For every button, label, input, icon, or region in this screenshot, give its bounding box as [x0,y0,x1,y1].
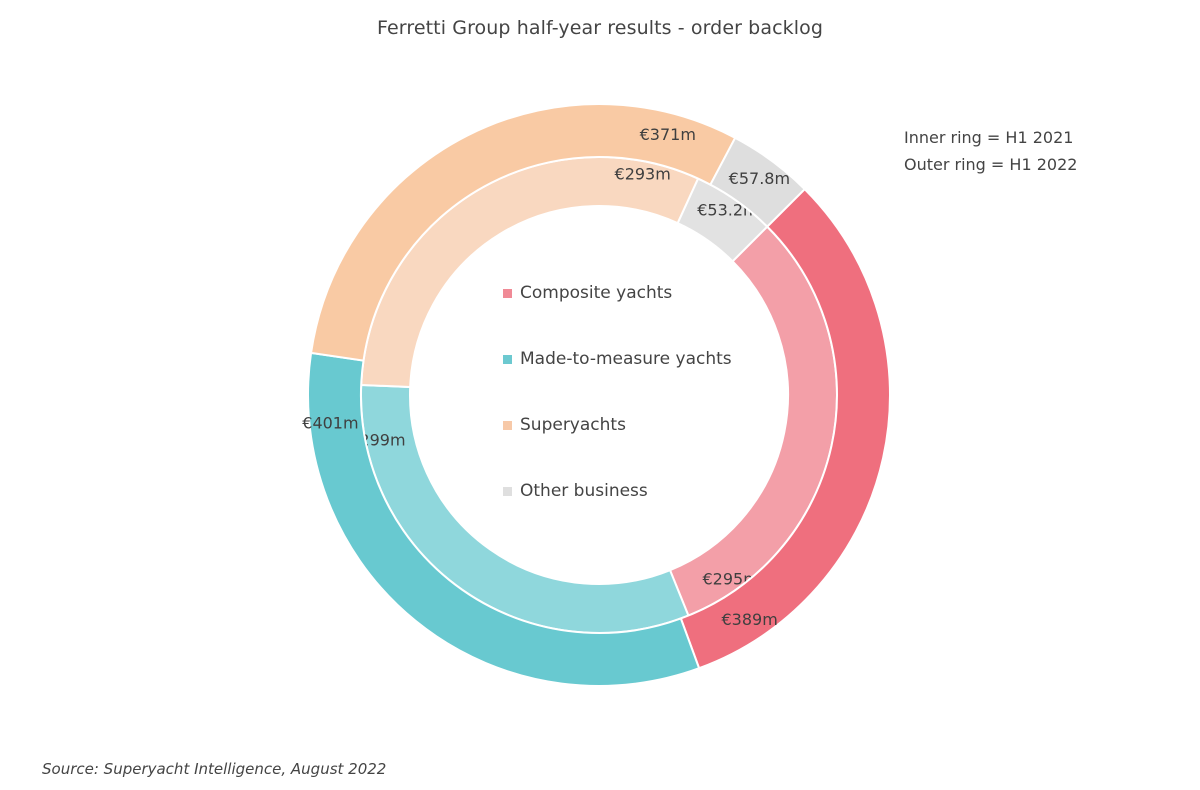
legend-label-other-business: Other business [520,481,648,501]
legend: Composite yachts Made-to-measure yachts … [503,282,732,546]
legend-swatch-other-business [503,486,512,496]
legend-swatch-composite-yachts [503,288,512,298]
legend-item-made-to-measure-yachts: Made-to-measure yachts [503,348,732,370]
outer-ring-label-composite-yachts: €389m [721,610,777,629]
outer-ring-label-made-to-measure-yachts: €401m [302,414,358,433]
legend-swatch-made-to-measure-yachts [503,354,512,364]
legend-label-superyachts: Superyachts [520,415,626,435]
legend-item-superyachts: Superyachts [503,414,732,436]
source-note: Source: Superyacht Intelligence, August … [42,760,387,778]
ring-note: Inner ring = H1 2021 Outer ring = H1 202… [904,124,1077,178]
outer-ring-note: Outer ring = H1 2022 [904,155,1078,174]
inner-ring-label-superyachts: €293m [615,164,671,183]
chart-title: Ferretti Group half-year results - order… [376,17,823,39]
outer-ring-label-other-business: €57.8m [729,169,790,188]
outer-ring-slice-other-business [709,136,807,229]
legend-label-made-to-measure-yachts: Made-to-measure yachts [520,349,732,369]
legend-label-composite-yachts: Composite yachts [520,283,673,303]
legend-item-other-business: Other business [503,480,732,502]
legend-item-composite-yachts: Composite yachts [503,282,732,304]
outer-ring-label-superyachts: €371m [640,125,696,144]
legend-swatch-superyachts [503,420,512,430]
inner-ring-note: Inner ring = H1 2021 [904,128,1074,147]
